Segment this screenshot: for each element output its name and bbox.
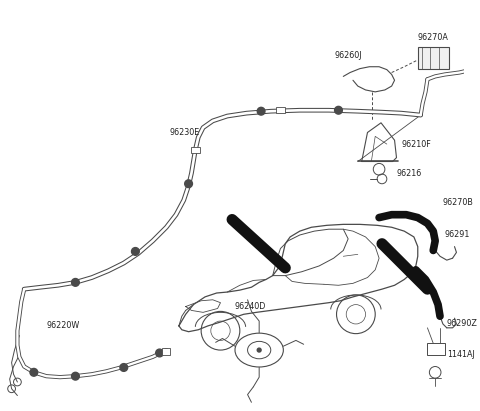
Bar xyxy=(162,348,170,355)
Text: 96290Z: 96290Z xyxy=(447,319,478,328)
Circle shape xyxy=(335,106,342,114)
FancyBboxPatch shape xyxy=(418,47,449,69)
Circle shape xyxy=(257,348,261,352)
Text: 96230E: 96230E xyxy=(169,128,200,137)
Circle shape xyxy=(257,107,265,115)
Bar xyxy=(191,147,200,153)
Circle shape xyxy=(120,364,128,372)
Circle shape xyxy=(132,247,139,255)
Text: 1141AJ: 1141AJ xyxy=(447,351,475,359)
Ellipse shape xyxy=(235,333,283,367)
Bar xyxy=(276,107,285,113)
Text: 96216: 96216 xyxy=(396,169,422,178)
Bar xyxy=(427,343,445,355)
Text: 96220W: 96220W xyxy=(47,321,80,330)
Circle shape xyxy=(185,180,192,187)
Text: 96270B: 96270B xyxy=(443,198,474,207)
Text: 96260J: 96260J xyxy=(335,51,362,60)
Circle shape xyxy=(156,349,163,357)
Circle shape xyxy=(72,279,79,286)
Circle shape xyxy=(30,368,38,376)
Text: 96210F: 96210F xyxy=(401,140,431,149)
Text: 96240D: 96240D xyxy=(234,302,265,311)
Ellipse shape xyxy=(248,342,271,359)
Circle shape xyxy=(72,372,79,380)
Text: 96291: 96291 xyxy=(445,231,470,240)
Text: 96270A: 96270A xyxy=(418,33,449,42)
